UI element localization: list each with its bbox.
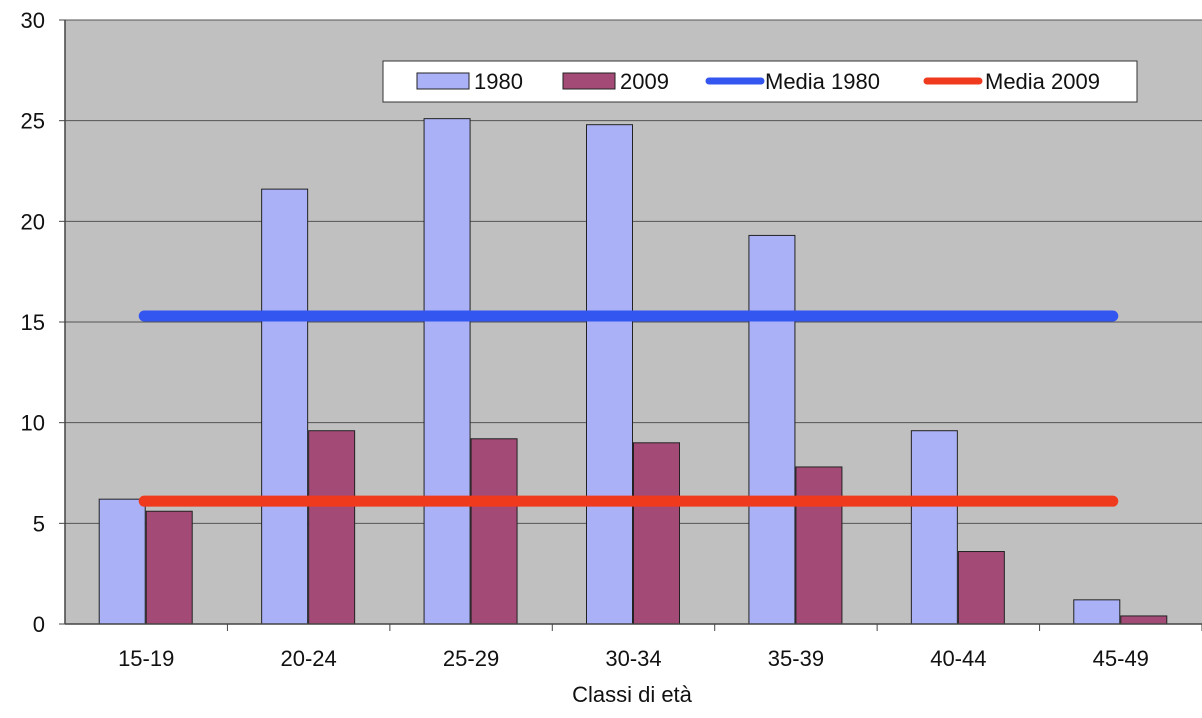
- x-tick-label: 35-39: [768, 646, 824, 671]
- bars: [98, 118, 1168, 625]
- legend: 1980 2009 Media 1980 Media 2009: [382, 60, 1138, 103]
- bar-1980-40-44: [910, 430, 958, 625]
- y-tick-label: 25: [21, 109, 45, 134]
- y-tick-label: 20: [21, 209, 45, 234]
- y-tick-label: 5: [33, 511, 45, 536]
- x-tick-label: 20-24: [281, 646, 337, 671]
- bar-2009-35-39: [795, 466, 843, 625]
- mean-lines: [138, 310, 1119, 507]
- axes: 0 5 10 15 20 25 30 15-19 20-24 25-29 30-34 35-39 40-…: [21, 8, 1202, 671]
- bar-1980-45-49: [1073, 599, 1121, 625]
- bar-2009-25-29: [470, 438, 518, 625]
- y-tick-label: 0: [33, 612, 45, 637]
- bar-1980-15-19: [98, 498, 146, 625]
- y-tick-label: 30: [21, 8, 45, 33]
- bar-2009-30-34: [633, 442, 680, 625]
- bar-1980-30-34: [586, 124, 633, 625]
- legend-label-1980: 1980: [474, 69, 523, 94]
- x-axis-title: Classi di età: [572, 682, 693, 707]
- x-tick-label: 30-34: [605, 646, 661, 671]
- x-tick-label: 25-29: [443, 646, 499, 671]
- x-tick-label: 15-19: [118, 646, 174, 671]
- bar-1980-20-24: [261, 188, 309, 625]
- y-tick-label: 15: [21, 310, 45, 335]
- y-tick-label: 10: [21, 411, 45, 436]
- bar-2009-40-44: [957, 551, 1005, 625]
- legend-label-Media 1980: Media 1980: [765, 69, 880, 94]
- legend-swatch-2009: [562, 72, 616, 90]
- bar-1980-35-39: [748, 234, 796, 625]
- bar-2009-15-19: [145, 510, 193, 625]
- x-tick-label: 40-44: [930, 646, 986, 671]
- gridlines: [65, 19, 1202, 524]
- bar-2009-20-24: [308, 430, 356, 625]
- x-tick-label: 45-49: [1093, 646, 1149, 671]
- bar-2009-45-49: [1120, 615, 1168, 625]
- legend-label-Media 2009: Media 2009: [985, 69, 1100, 94]
- legend-swatch-1980: [416, 72, 470, 90]
- bar-1980-25-29: [423, 118, 471, 625]
- legend-label-2009: 2009: [620, 69, 669, 94]
